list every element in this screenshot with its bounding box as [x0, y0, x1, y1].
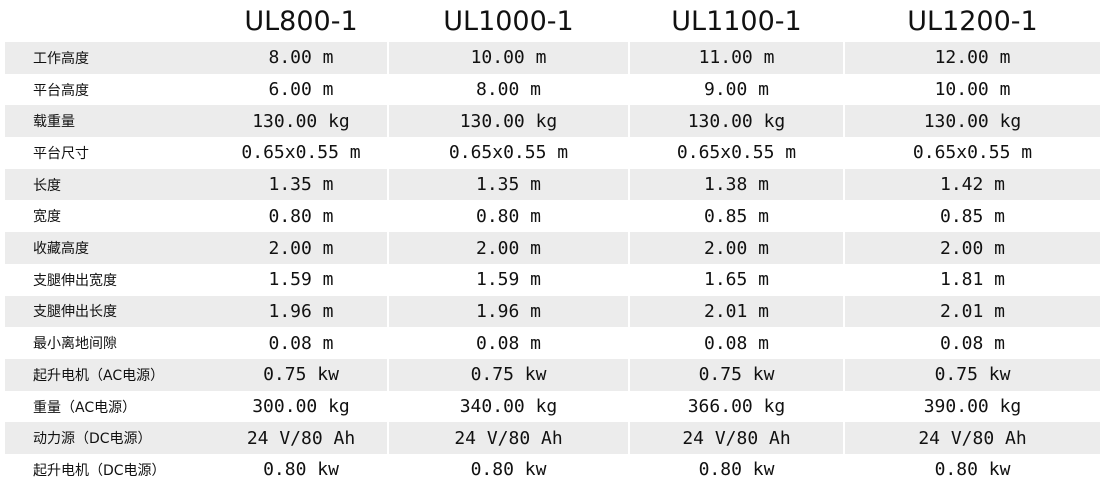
spec-value: 8.00 m — [215, 42, 387, 74]
spec-value: 10.00 m — [934, 79, 1011, 101]
spec-value: 11.00 m — [630, 42, 843, 74]
table-row: 平台尺寸 0.65x0.55 m 0.65x0.55 m 0.65x0.55 m 0.6… — [5, 137, 1100, 169]
spec-value: 130.00 kg — [389, 105, 628, 138]
row-label: 收藏高度 — [5, 232, 215, 264]
spec-value: 0.75 kw — [630, 359, 843, 391]
spec-value: 0.08 m — [939, 332, 1006, 354]
spec-value: 0.85 m — [939, 205, 1006, 227]
row-label: 平台高度 — [33, 82, 89, 99]
table-row: 宽度 0.80 m 0.80 m 0.85 m 0.85 m — [5, 201, 1100, 233]
row-label: 动力源（DC电源） — [5, 422, 215, 455]
table-row: 长度 1.35 m 1.35 m 1.38 m 1.42 m — [5, 168, 1100, 201]
spec-value: 0.80 kw — [934, 459, 1011, 481]
table-row: 支腿伸出长度 1.96 m 1.96 m 2.01 m 2.01 m — [5, 295, 1100, 328]
spec-value: 24 V/80 Ah — [215, 422, 387, 455]
spec-value: 130.00 kg — [845, 105, 1100, 138]
spec-value: 1.96 m — [215, 295, 387, 328]
spec-value: 0.80 m — [268, 205, 334, 227]
table-row: 起升电机（DC电源） 0.80 kw 0.80 kw 0.80 kw 0.80 kw — [5, 454, 1100, 486]
table-row: 载重量 130.00 kg 130.00 kg 130.00 kg 130.00 kg — [5, 105, 1100, 138]
table-row: 平台高度 6.00 m 8.00 m 9.00 m 10.00 m — [5, 74, 1100, 106]
spec-value: 1.38 m — [630, 168, 843, 201]
spec-value: 0.80 kw — [698, 459, 775, 481]
table-row: 最小离地间隙 0.08 m 0.08 m 0.08 m 0.08 m — [5, 327, 1100, 359]
spec-value: 24 V/80 Ah — [630, 422, 843, 455]
spec-value: 0.65x0.55 m — [676, 142, 797, 164]
row-label: 工作高度 — [5, 42, 215, 74]
spec-value: 1.59 m — [475, 269, 542, 291]
spec-value: 10.00 m — [389, 42, 628, 74]
model-header: UL1000-1 — [443, 5, 574, 37]
spec-value: 2.01 m — [845, 295, 1100, 328]
row-label: 起升电机（AC电源） — [5, 359, 215, 391]
spec-value: 1.65 m — [703, 269, 770, 291]
spec-value: 0.75 kw — [215, 359, 387, 391]
table-row: 动力源（DC电源） 24 V/80 Ah 24 V/80 Ah 24 V/80 Ah 2… — [5, 422, 1100, 455]
row-label: 载重量 — [5, 105, 215, 138]
spec-value: 24 V/80 Ah — [389, 422, 628, 455]
table-row: 收藏高度 2.00 m 2.00 m 2.00 m 2.00 m — [5, 232, 1100, 264]
row-label: 重量（AC电源） — [33, 399, 137, 416]
spec-value: 1.59 m — [268, 269, 334, 291]
spec-value: 0.80 kw — [263, 459, 339, 481]
model-header: UL1200-1 — [907, 5, 1038, 37]
spec-value: 12.00 m — [845, 42, 1100, 74]
spec-value: 0.75 kw — [389, 359, 628, 391]
spec-value: 2.00 m — [630, 232, 843, 264]
spec-value: 0.65x0.55 m — [241, 142, 361, 164]
spec-value: 130.00 kg — [215, 105, 387, 138]
model-header: UL800-1 — [244, 5, 358, 37]
spec-value: 0.80 m — [475, 205, 542, 227]
spec-value: 0.65x0.55 m — [448, 142, 569, 164]
spec-value: 300.00 kg — [252, 396, 350, 418]
spec-value: 8.00 m — [475, 79, 542, 101]
row-label: 起升电机（DC电源） — [33, 462, 166, 479]
spec-value: 2.01 m — [630, 295, 843, 328]
spec-value: 0.65x0.55 m — [912, 142, 1033, 164]
spec-value: 1.35 m — [215, 168, 387, 201]
spec-value: 0.80 kw — [470, 459, 547, 481]
spec-value: 390.00 kg — [923, 396, 1022, 418]
row-label: 长度 — [5, 168, 215, 201]
spec-value: 0.08 m — [268, 332, 334, 354]
table-row: 起升电机（AC电源） 0.75 kw 0.75 kw 0.75 kw 0.75 kw — [5, 359, 1100, 391]
row-label: 宽度 — [33, 209, 61, 226]
spec-value: 1.42 m — [845, 168, 1100, 201]
spec-value: 0.75 kw — [845, 359, 1100, 391]
model-header: UL1100-1 — [671, 5, 802, 37]
spec-value: 6.00 m — [268, 79, 334, 101]
spec-value: 1.35 m — [389, 168, 628, 201]
row-label: 支腿伸出宽度 — [33, 272, 117, 289]
spec-value: 2.00 m — [389, 232, 628, 264]
spec-value: 9.00 m — [703, 79, 770, 101]
spec-value: 0.08 m — [703, 332, 770, 354]
table-row: 重量（AC电源） 300.00 kg 340.00 kg 366.00 kg 390.0… — [5, 391, 1100, 423]
spec-value: 0.85 m — [703, 205, 770, 227]
spec-value: 24 V/80 Ah — [845, 422, 1100, 455]
row-label: 平台尺寸 — [33, 145, 89, 162]
table-row: 支腿伸出宽度 1.59 m 1.59 m 1.65 m 1.81 m — [5, 264, 1100, 296]
spec-value: 0.08 m — [475, 332, 542, 354]
spec-value: 340.00 kg — [459, 396, 558, 418]
spec-value: 1.96 m — [389, 295, 628, 328]
spec-value: 366.00 kg — [687, 396, 786, 418]
table-row: 工作高度 8.00 m 10.00 m 11.00 m 12.00 m — [5, 42, 1100, 74]
spec-value: 2.00 m — [215, 232, 387, 264]
row-label: 支腿伸出长度 — [5, 295, 215, 328]
spec-value: 2.00 m — [845, 232, 1100, 264]
spec-value: 130.00 kg — [630, 105, 843, 138]
spec-value: 1.81 m — [939, 269, 1006, 291]
row-label: 最小离地间隙 — [33, 336, 117, 353]
